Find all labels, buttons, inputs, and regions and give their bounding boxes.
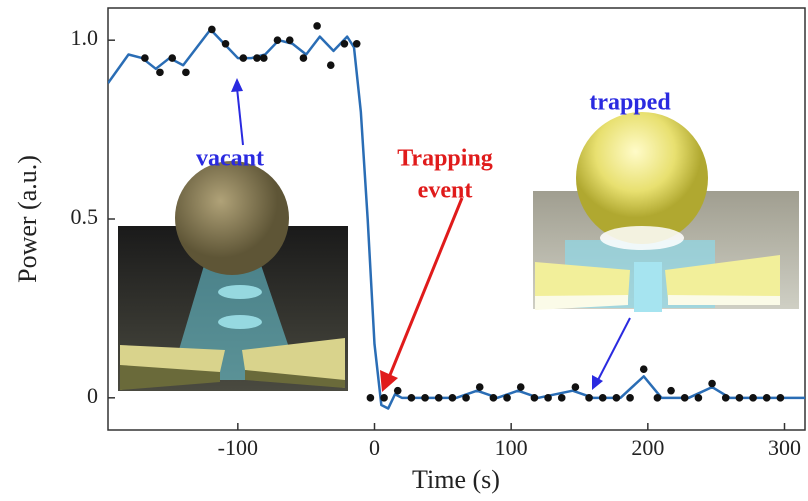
data-point <box>680 394 689 402</box>
data-point <box>585 394 593 402</box>
data-point <box>626 394 634 402</box>
data-point <box>544 394 552 402</box>
x-tick-label: 100 <box>495 435 528 460</box>
data-point <box>489 394 498 402</box>
data-point <box>571 383 580 391</box>
annotation-vacant: vacant <box>196 146 264 172</box>
annotation-trapping: Trapping <box>397 146 493 172</box>
inset-vacant <box>118 161 348 391</box>
data-point <box>141 54 149 62</box>
data-point <box>530 394 539 402</box>
data-point <box>352 39 361 48</box>
data-point <box>503 394 511 402</box>
x-axis-title: Time (s) <box>412 465 500 494</box>
annotation-trapped: trapped <box>589 90 671 116</box>
data-point <box>448 394 457 402</box>
x-tick-label: 200 <box>631 435 664 460</box>
data-point <box>260 54 268 62</box>
y-tick-label: 1.0 <box>71 25 99 50</box>
annotation-event: event <box>418 178 473 204</box>
data-point <box>168 54 177 62</box>
data-point <box>273 36 282 44</box>
data-point <box>326 61 335 70</box>
data-point <box>366 394 375 402</box>
data-point <box>612 394 621 402</box>
data-point <box>380 394 388 402</box>
data-point <box>516 383 525 391</box>
data-point <box>208 25 216 34</box>
y-tick-label: 0.5 <box>71 204 99 229</box>
data-point <box>393 386 402 395</box>
data-point <box>299 54 308 62</box>
data-point <box>639 365 648 374</box>
data-point <box>708 379 716 388</box>
data-point <box>285 36 294 44</box>
data-point <box>407 394 416 402</box>
data-point <box>653 394 662 402</box>
data-point <box>421 394 429 402</box>
data-point <box>762 394 771 402</box>
data-point <box>313 22 321 30</box>
data-point <box>721 394 730 402</box>
data-point <box>598 394 607 402</box>
data-point <box>776 394 785 402</box>
y-axis-title: Power (a.u.) <box>13 155 42 283</box>
x-tick-label: 0 <box>369 435 380 460</box>
data-point <box>221 39 230 48</box>
data-point <box>340 39 349 48</box>
x-tick-label: 300 <box>768 435 801 460</box>
data-point <box>434 394 443 402</box>
data-point <box>735 394 744 402</box>
y-tick-label: 0 <box>87 383 98 408</box>
data-point <box>475 383 484 391</box>
data-point <box>462 394 470 402</box>
inset-trapped <box>533 112 799 312</box>
data-point <box>253 54 261 62</box>
data-point <box>667 386 675 395</box>
data-point <box>557 394 566 402</box>
annotation-arrows <box>231 78 631 392</box>
data-point <box>156 68 164 77</box>
x-tick-label: -100 <box>218 435 258 460</box>
data-point <box>694 394 703 402</box>
data-point <box>749 394 757 402</box>
data-point <box>182 68 190 77</box>
data-point <box>239 54 248 62</box>
